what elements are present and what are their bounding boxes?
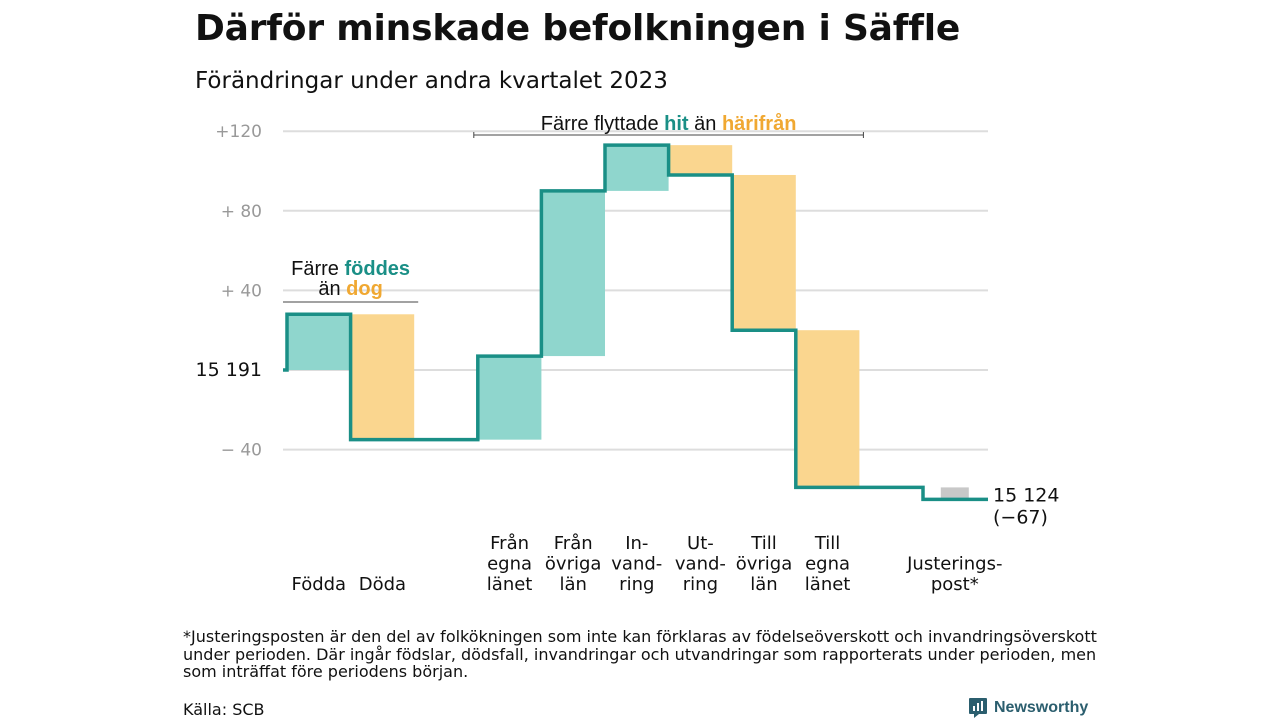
annotation-births-text: än dog xyxy=(318,278,382,300)
category-label: egna xyxy=(487,554,532,575)
newsworthy-logo-icon xyxy=(969,698,987,718)
bar xyxy=(732,174,796,331)
waterfall-chart: +120 + 80 + 40 − 40 15 191 15 124(−67) Födda Dö… xyxy=(196,112,1060,595)
bar xyxy=(668,145,733,175)
category-label: övriga xyxy=(736,554,793,575)
category-label: post* xyxy=(931,574,979,595)
bar xyxy=(795,330,860,488)
bar xyxy=(541,190,605,357)
category-label: vand- xyxy=(611,554,662,575)
y-tick-label: + 80 xyxy=(221,202,262,222)
category-label: län xyxy=(750,574,777,595)
y-tick-label: + 40 xyxy=(221,281,262,301)
category-label: egna xyxy=(805,554,850,575)
annotation-births-segment: än xyxy=(318,278,346,300)
category-label: Födda xyxy=(291,574,346,595)
chart-subtitle: Förändringar under andra kvartalet 2023 xyxy=(195,68,668,94)
y-tick-label: − 40 xyxy=(221,441,262,461)
annotation-births-text: Färre föddes xyxy=(291,258,410,280)
bar xyxy=(940,487,969,500)
annotation-migration-segment: hit xyxy=(664,113,689,135)
bar xyxy=(605,145,669,191)
category-label: Från xyxy=(490,533,529,554)
category-label: ring xyxy=(683,574,718,595)
category-label: Till xyxy=(814,533,840,554)
annotation-migration-segment: Färre flyttade xyxy=(541,113,664,135)
source-label: Källa: SCB xyxy=(183,700,265,719)
category-label: övriga xyxy=(545,554,602,575)
category-label: Döda xyxy=(359,574,406,595)
annotation-births-segment: Färre xyxy=(291,258,344,280)
category-label: Från xyxy=(554,533,593,554)
category-label: Justerings- xyxy=(906,554,1002,575)
annotation-migration-text: Färre flyttade hit än härifrån xyxy=(541,112,797,135)
category-label: Till xyxy=(750,533,776,554)
y-tick-label: +120 xyxy=(215,122,262,142)
annotation-births-segment: föddes xyxy=(344,258,410,280)
category-label: vand- xyxy=(675,554,726,575)
category-label: länet xyxy=(487,574,533,595)
step-line xyxy=(283,143,988,502)
bar xyxy=(350,314,415,440)
end-value-label: 15 124 xyxy=(993,484,1059,506)
brand: Newsworthy xyxy=(968,697,1088,719)
bar xyxy=(477,356,542,440)
footnote: *Justeringsposten är den del av folkökni… xyxy=(183,627,1097,681)
category-label: län xyxy=(559,574,586,595)
category-label: In- xyxy=(625,533,648,554)
category-label: Ut- xyxy=(687,533,714,554)
category-label: länet xyxy=(805,574,851,595)
end-change-label: (−67) xyxy=(993,506,1048,528)
category-label: ring xyxy=(619,574,654,595)
annotation-births-segment: dog xyxy=(346,278,383,300)
chart-title: Därför minskade befolkningen i Säffle xyxy=(195,8,961,49)
annotation-migration-segment: härifrån xyxy=(722,112,796,135)
brand-name: Newsworthy xyxy=(994,699,1089,716)
annotation-migration-segment: än xyxy=(689,113,722,135)
bar xyxy=(287,314,351,370)
start-value-label: 15 191 xyxy=(196,359,262,381)
